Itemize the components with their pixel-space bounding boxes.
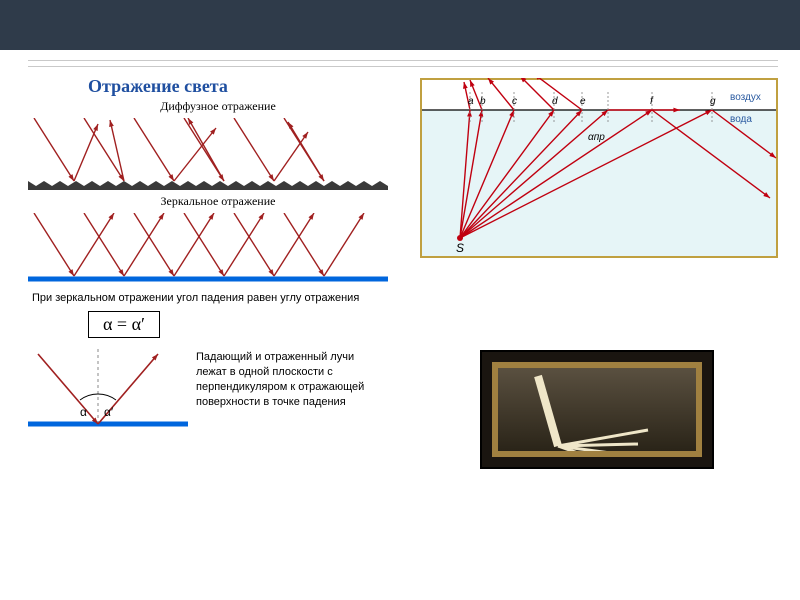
reflection-law-caption: При зеркальном отражении угол падения ра… xyxy=(32,291,408,305)
svg-text:αпр: αпр xyxy=(588,132,605,143)
divider-line xyxy=(28,66,778,67)
refraction-tir-diagram: воздух вода αпр ab c d e f g S xyxy=(420,78,778,258)
svg-text:c: c xyxy=(512,96,517,107)
divider-line xyxy=(28,60,778,61)
svg-text:g: g xyxy=(710,96,716,107)
svg-text:α′: α′ xyxy=(104,405,114,419)
presentation-top-bar xyxy=(0,0,800,50)
svg-text:воздух: воздух xyxy=(730,92,761,103)
main-title: Отражение света xyxy=(88,76,408,97)
svg-text:вода: вода xyxy=(730,114,752,125)
svg-text:α: α xyxy=(80,405,87,419)
angle-diagram-caption: Падающий и отраженный лучи лежат в одной… xyxy=(196,350,386,409)
experiment-photo xyxy=(480,350,714,469)
svg-text:b: b xyxy=(480,96,486,107)
diffuse-reflection-diagram xyxy=(28,118,388,192)
svg-text:f: f xyxy=(650,96,654,107)
svg-text:e: e xyxy=(580,96,586,107)
diffuse-label: Диффузное отражение xyxy=(28,99,408,114)
svg-text:d: d xyxy=(552,96,558,107)
svg-text:S: S xyxy=(456,241,464,255)
water-tank xyxy=(492,362,702,457)
specular-label: Зеркальное отражение xyxy=(28,194,408,209)
specular-reflection-diagram xyxy=(28,213,388,287)
angle-diagram: α α′ xyxy=(28,344,188,436)
svg-text:a: a xyxy=(468,96,474,107)
reflection-diagram-panel: Отражение света Диффузное отражение Зерк… xyxy=(28,70,408,436)
reflection-formula: α = α′ xyxy=(88,311,160,338)
